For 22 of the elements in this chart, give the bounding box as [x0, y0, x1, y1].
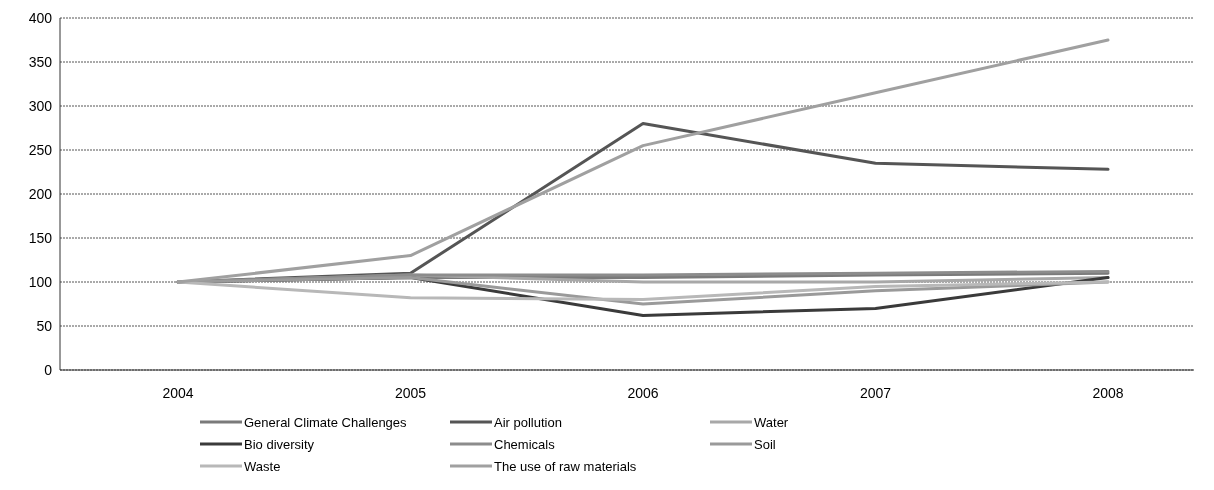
legend-label: Soil	[754, 436, 776, 452]
legend-label: Waste	[244, 458, 281, 474]
legend-label: General Climate Challenges	[244, 414, 408, 430]
legend-label: Water	[754, 414, 789, 430]
y-tick-label: 50	[36, 317, 53, 334]
y-tick-label: 350	[28, 53, 53, 70]
y-tick-label: 300	[28, 97, 53, 114]
y-tick-label: 0	[44, 361, 53, 378]
x-tick-label: 2008	[1092, 385, 1124, 401]
x-tick-label: 2006	[627, 385, 659, 401]
y-tick-label: 200	[28, 185, 53, 202]
y-tick-label: 150	[28, 229, 53, 246]
x-tick-label: 2007	[859, 385, 892, 401]
y-tick-label: 100	[28, 273, 53, 290]
legend-label: The use of raw materials	[494, 458, 637, 474]
legend-label: Air pollution	[494, 414, 562, 430]
y-tick-label: 400	[28, 9, 53, 26]
legend-label: Chemicals	[494, 436, 556, 452]
x-tick-label: 2005	[394, 385, 427, 401]
y-tick-label: 250	[28, 141, 53, 158]
legend-label: Bio diversity	[244, 436, 315, 452]
x-tick-label: 2004	[162, 385, 194, 401]
